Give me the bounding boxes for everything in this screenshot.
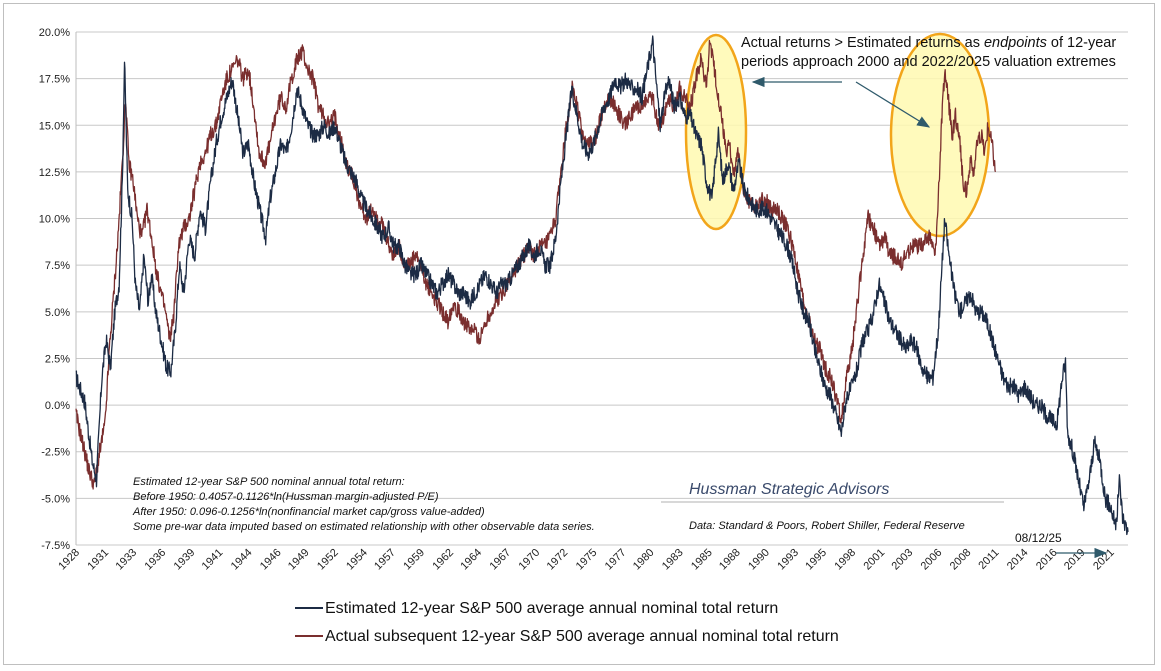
y-tick-label: 12.5% <box>39 167 70 179</box>
gridlines <box>75 31 1128 546</box>
x-tick-label: 1946 <box>258 547 284 573</box>
source-label: Data: Standard & Poors, Robert Shiller, … <box>689 520 965 532</box>
series-lines <box>75 35 1129 536</box>
y-tick-label: -7.5% <box>41 540 70 552</box>
x-tick-label: 1993 <box>775 547 801 573</box>
series-line-estimated <box>75 35 1129 536</box>
x-tick-label: 1980 <box>631 547 657 573</box>
x-tick-label: 1995 <box>803 547 829 573</box>
x-tick-label: 1933 <box>113 547 139 573</box>
x-tick-label: 1967 <box>487 547 513 573</box>
y-tick-label: 2.5% <box>45 353 70 365</box>
y-tick-label: -5.0% <box>41 493 70 505</box>
x-tick-label: 1936 <box>143 547 169 573</box>
x-tick-label: 1970 <box>517 547 543 573</box>
y-tick-label: 10.0% <box>39 214 70 226</box>
x-tick-label: 1998 <box>832 547 858 573</box>
chart-svg: 20.0% 17.5% 15.0% 12.5% 10.0% 7.5% 5.0% 2.5% 0.0… <box>39 27 1129 645</box>
y-tick-label: 15.0% <box>39 120 70 132</box>
x-tick-label: 1977 <box>603 547 629 573</box>
note-line-1: Estimated 12-year S&P 500 nominal annual… <box>133 476 405 488</box>
x-tick-label: 2001 <box>861 547 887 573</box>
y-tick-label: 7.5% <box>45 260 70 272</box>
x-tick-label: 1941 <box>200 547 226 573</box>
y-tick-label: -2.5% <box>41 447 70 459</box>
note-line-3: After 1950: 0.096-0.1256*ln(nonfinancial… <box>132 506 485 518</box>
brand-label: Hussman Strategic Advisors <box>689 481 889 498</box>
legend-label-actual: Actual subsequent 12-year S&P 500 averag… <box>325 628 839 645</box>
x-axis-ticks: 1928 1931 1933 1936 1939 1941 1944 1946 1949 1952… <box>56 547 1117 573</box>
x-tick-label: 1931 <box>85 547 111 573</box>
x-tick-label: 1985 <box>689 547 715 573</box>
y-tick-label: 5.0% <box>45 307 70 319</box>
x-tick-label: 2019 <box>1062 547 1088 573</box>
x-tick-label: 1954 <box>344 547 370 573</box>
x-tick-label: 1962 <box>430 547 456 573</box>
x-tick-label: 1964 <box>458 547 484 573</box>
chart-frame: 20.0% 17.5% 15.0% 12.5% 10.0% 7.5% 5.0% 2.5% 0.0… <box>3 3 1155 665</box>
x-tick-label: 1959 <box>401 547 427 573</box>
x-tick-label: 1983 <box>660 547 686 573</box>
callout-text-line2: periods approach 2000 and 2022/2025 valu… <box>741 54 1116 70</box>
x-tick-label: 2003 <box>890 547 916 573</box>
x-tick-label: 1988 <box>717 547 743 573</box>
x-tick-label: 1949 <box>286 547 312 573</box>
x-tick-label: 1972 <box>545 547 571 573</box>
date-label: 08/12/25 <box>1015 531 1062 545</box>
x-tick-label: 1939 <box>172 547 198 573</box>
y-tick-label: 17.5% <box>39 74 70 86</box>
y-tick-label: 20.0% <box>39 27 70 39</box>
y-tick-label: 0.0% <box>45 400 70 412</box>
x-tick-label: 1990 <box>746 547 772 573</box>
x-tick-label: 1975 <box>574 547 600 573</box>
note-line-2: Before 1950: 0.4057-0.1126*ln(Hussman ma… <box>133 491 439 503</box>
x-tick-label: 2016 <box>1034 547 1060 573</box>
callout-text-line1: Actual returns > Estimated returns as en… <box>741 35 1116 51</box>
x-tick-label: 2021 <box>1091 547 1117 573</box>
y-axis-ticks: 20.0% 17.5% 15.0% 12.5% 10.0% 7.5% 5.0% 2.5% 0.0… <box>39 27 70 552</box>
x-tick-label: 2014 <box>1005 547 1031 573</box>
legend-label-estimated: Estimated 12-year S&P 500 average annual… <box>325 600 778 617</box>
x-tick-label: 2008 <box>948 547 974 573</box>
x-tick-label: 1952 <box>315 547 341 573</box>
legend: Estimated 12-year S&P 500 average annual… <box>295 600 839 645</box>
x-tick-label: 2011 <box>976 547 1001 572</box>
x-tick-label: 1944 <box>229 547 255 573</box>
x-tick-label: 2006 <box>919 547 945 573</box>
x-tick-label: 1957 <box>372 547 398 573</box>
note-line-4: Some pre-war data imputed based on estim… <box>133 521 595 533</box>
callout-arrow-right <box>855 81 931 128</box>
